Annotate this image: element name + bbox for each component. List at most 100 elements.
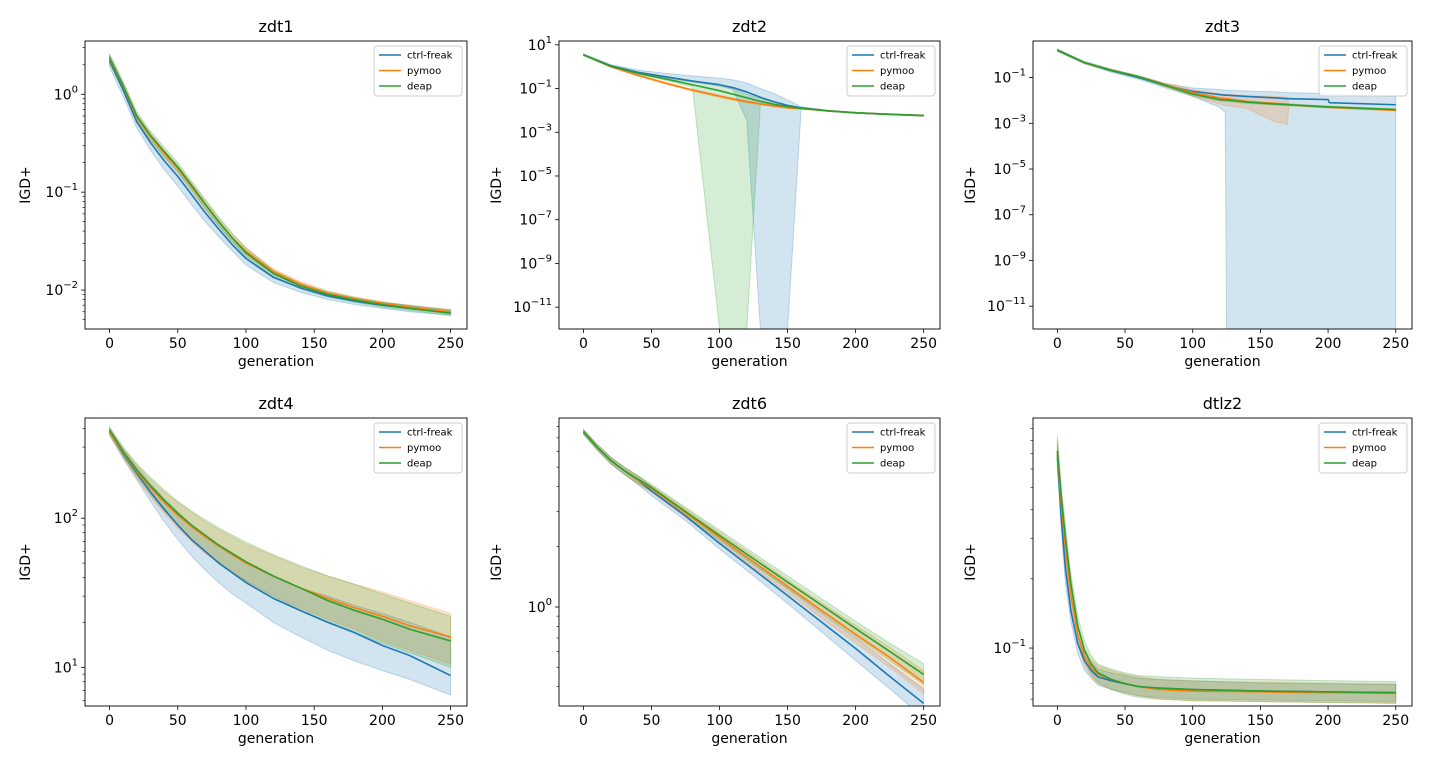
legend-label-deap: deap xyxy=(1352,82,1377,93)
axes-frame xyxy=(558,40,941,330)
legend-box xyxy=(846,45,936,97)
x-tick-label: 100 xyxy=(706,336,733,352)
legend-box xyxy=(1318,45,1408,97)
axes-frame xyxy=(1032,40,1413,330)
x-tick-label: 100 xyxy=(233,336,260,352)
series-line-ctrl-freak xyxy=(108,431,451,677)
series-line-deap xyxy=(583,54,924,117)
panel-zdt1: 0 50 100 150 200 250 100 10−1 10−2 zdt1 generation… xyxy=(18,17,468,370)
legend-box xyxy=(373,45,463,97)
legend-box xyxy=(373,422,463,474)
series-line-deap xyxy=(1056,450,1396,694)
plot-area xyxy=(108,53,452,317)
y-tick-label: 10−9 xyxy=(519,253,552,272)
y-tick-label: 10−3 xyxy=(993,113,1026,132)
x-tick-label: 50 xyxy=(169,713,187,729)
legend-label-deap: deap xyxy=(1352,459,1377,470)
y-tick-label: 10−1 xyxy=(993,68,1026,87)
y-axis-label: IGD+ xyxy=(18,543,34,581)
x-tick-label: 250 xyxy=(1382,336,1409,352)
legend-label-pymoo: pymoo xyxy=(407,443,441,454)
panel-dtlz2: 0 50 100 150 200 250 10−1 dtlz2 generation IGD+ ct… xyxy=(963,394,1413,747)
x-tick-label: 50 xyxy=(643,713,661,729)
x-tick-label: 250 xyxy=(910,713,937,729)
legend-label-pymoo: pymoo xyxy=(1352,443,1386,454)
x-tick-label: 150 xyxy=(301,336,328,352)
x-axis-label: generation xyxy=(711,731,787,747)
y-tick-label: 10−2 xyxy=(45,280,78,299)
y-tick-label: 10−1 xyxy=(45,182,78,201)
x-tick-label: 100 xyxy=(1179,336,1206,352)
y-tick-label: 10−7 xyxy=(519,210,552,229)
y-tick-label: 10−7 xyxy=(993,205,1026,224)
legend: ctrl-freak pymoo deap xyxy=(1318,422,1408,474)
x-tick-label: 0 xyxy=(105,713,114,729)
x-tick-label: 150 xyxy=(774,336,801,352)
x-tick-label: 50 xyxy=(643,336,661,352)
legend: ctrl-freak pymoo deap xyxy=(373,45,463,97)
x-tick-label: 150 xyxy=(774,713,801,729)
x-tick-label: 100 xyxy=(233,713,260,729)
panel-title: zdt4 xyxy=(258,394,293,413)
y-tick-label: 10−1 xyxy=(993,638,1026,657)
band-pymoo xyxy=(109,55,452,315)
legend-label-deap: deap xyxy=(880,82,905,93)
plot-area xyxy=(582,53,925,329)
x-tick-label: 50 xyxy=(1116,336,1134,352)
axes-frame xyxy=(84,40,468,330)
band-ctrl-freak xyxy=(1056,445,1397,703)
x-tick-label: 0 xyxy=(579,713,588,729)
x-tick-label: 200 xyxy=(842,336,869,352)
band-pymoo xyxy=(1056,440,1397,704)
x-tick-label: 250 xyxy=(910,336,937,352)
x-tick-label: 200 xyxy=(1315,713,1342,729)
band-ctrl-freak xyxy=(582,428,925,706)
plot-area xyxy=(1056,48,1397,329)
y-tick-label: 102 xyxy=(54,508,78,527)
y-axis-label: IGD+ xyxy=(489,543,505,581)
legend-label-ctrl-freak: ctrl-freak xyxy=(407,428,453,439)
series-line-pymoo xyxy=(108,431,451,638)
panel-zdt6: 0 50 100 150 200 250 100 zdt6 generation IGD+ ctrl… xyxy=(489,394,941,747)
axes-frame xyxy=(558,417,941,707)
x-axis-label: generation xyxy=(1184,354,1260,370)
panel-title: zdt6 xyxy=(732,394,767,413)
x-tick-label: 250 xyxy=(437,713,464,729)
y-tick-label: 101 xyxy=(528,35,552,54)
x-tick-label: 0 xyxy=(1053,713,1062,729)
x-tick-label: 150 xyxy=(301,713,328,729)
plot-area xyxy=(108,425,452,696)
y-axis-label: IGD+ xyxy=(489,166,505,204)
x-tick-label: 250 xyxy=(1382,713,1409,729)
legend-label-ctrl-freak: ctrl-freak xyxy=(880,51,926,62)
series-line-ctrl-freak xyxy=(1056,456,1396,694)
x-tick-label: 200 xyxy=(369,336,396,352)
y-tick-label: 10−5 xyxy=(519,166,552,185)
legend-label-pymoo: pymoo xyxy=(880,443,914,454)
legend-label-ctrl-freak: ctrl-freak xyxy=(880,428,926,439)
panel-zdt2: 0 50 100 150 200 250 101 10−1 10−3 10−5 10−7 10−9 10… xyxy=(489,17,941,370)
y-tick-label: 10−1 xyxy=(519,79,552,98)
legend-label-pymoo: pymoo xyxy=(1352,66,1386,77)
x-tick-label: 150 xyxy=(1247,336,1274,352)
x-tick-label: 250 xyxy=(437,336,464,352)
y-axis-label: IGD+ xyxy=(963,166,979,204)
x-tick-label: 150 xyxy=(1247,713,1274,729)
series-line-deap xyxy=(1057,49,1396,111)
panel-title: zdt3 xyxy=(1205,17,1240,36)
x-tick-label: 0 xyxy=(579,336,588,352)
y-tick-label: 100 xyxy=(54,84,78,103)
x-axis-label: generation xyxy=(1184,731,1260,747)
legend: ctrl-freak pymoo deap xyxy=(846,45,936,97)
series-line-pymoo xyxy=(108,58,451,313)
legend-box xyxy=(846,422,936,474)
panel-title: zdt2 xyxy=(732,17,767,36)
x-tick-label: 200 xyxy=(842,713,869,729)
y-tick-label: 10−11 xyxy=(513,297,552,316)
x-tick-label: 0 xyxy=(1053,336,1062,352)
legend-label-pymoo: pymoo xyxy=(880,66,914,77)
band-ctrl-freak xyxy=(1056,48,1397,329)
legend-label-ctrl-freak: ctrl-freak xyxy=(1352,51,1398,62)
x-tick-label: 50 xyxy=(1116,713,1134,729)
band-pymoo xyxy=(582,53,925,117)
